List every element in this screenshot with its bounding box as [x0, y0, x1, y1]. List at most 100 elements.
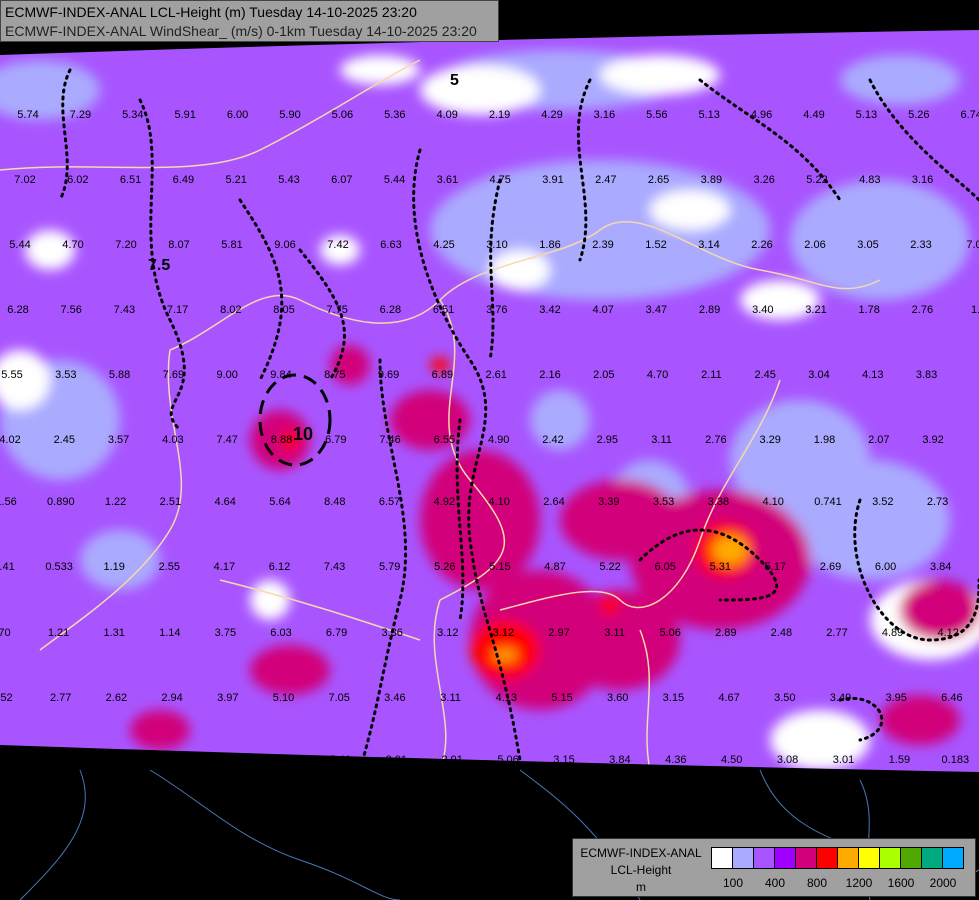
- grid-value: 1.86: [539, 239, 561, 251]
- grid-value: 5.43: [278, 174, 300, 186]
- grid-value: 5.13: [698, 109, 720, 121]
- grid-value: 2.76: [911, 304, 934, 316]
- grid-value: 4.07: [592, 304, 614, 316]
- grid-value: 3.40: [752, 304, 774, 316]
- river: [19, 769, 86, 900]
- grid-value: 7.02: [14, 174, 36, 186]
- grid-value: 7.75: [326, 304, 348, 316]
- grid-value: 0.533: [45, 561, 73, 573]
- grid-value: 5.44: [9, 239, 31, 251]
- grid-value: 4.67: [718, 692, 740, 704]
- windshear-contour: [853, 498, 979, 642]
- grid-value: 2.45: [754, 369, 776, 381]
- field-region: [340, 55, 420, 85]
- grid-value: 3.95: [885, 692, 907, 704]
- grid-value: 6.49: [172, 174, 195, 186]
- grid-value: 5.31: [709, 561, 732, 573]
- grid-value: 3.11: [440, 692, 461, 704]
- grid-value: 5.15: [551, 692, 573, 704]
- grid-value: 3.16: [911, 174, 934, 186]
- country-border: [0, 59, 421, 171]
- grid-value: 3.12: [437, 627, 459, 639]
- grid-value: 3.39: [598, 496, 620, 508]
- grid-value: 9.84: [270, 369, 292, 381]
- grid-value: 3.91: [542, 174, 564, 186]
- grid-value: 2.65: [647, 174, 670, 186]
- legend-unit: m: [636, 880, 646, 894]
- grid-value: 7.29: [69, 109, 92, 121]
- grid-value: 3.46: [384, 692, 406, 704]
- grid-value: 5.88: [108, 369, 131, 381]
- grid-value: 2.69: [819, 561, 842, 573]
- grid-value: 5.26: [908, 109, 930, 121]
- windshear-contour: [455, 418, 465, 622]
- grid-value: 4.96: [750, 109, 773, 121]
- grid-value: 6.57: [378, 496, 401, 508]
- grid-value: 8.07: [168, 239, 190, 251]
- legend-swatch: [901, 848, 922, 868]
- grid-value: 3.92: [922, 434, 944, 446]
- grid-value: 3.26: [753, 174, 775, 186]
- windshear-contour: [238, 198, 284, 382]
- legend-tick: 1600: [887, 876, 915, 890]
- grid-value: 0.741: [814, 496, 842, 508]
- grid-value: 7.43: [323, 561, 346, 573]
- grid-value: 2.62: [105, 692, 128, 704]
- grid-value: 3.76: [486, 304, 508, 316]
- grid-value: 1.31: [103, 627, 125, 639]
- grid-value: 5.36: [384, 109, 406, 121]
- field-region: [0, 350, 50, 410]
- grid-value: 6.55: [433, 434, 456, 446]
- grid-value: 3.08: [776, 754, 799, 766]
- grid-value: 3.10: [486, 239, 508, 251]
- legend-swatch: [817, 848, 838, 868]
- legend-model: ECMWF-INDEX-ANAL: [580, 846, 702, 860]
- grid-value: 5.13: [855, 109, 878, 121]
- grid-value: 5.06: [497, 754, 519, 766]
- grid-value: 4.87: [544, 561, 566, 573]
- grid-value: 1.19: [103, 561, 125, 573]
- grid-value: 5.64: [269, 496, 291, 508]
- field-region: [250, 645, 330, 695]
- windshear-contour: [698, 78, 842, 202]
- grid-value: 6.74: [960, 109, 979, 121]
- grid-value: 2.89: [715, 627, 737, 639]
- grid-value: 3.42: [539, 304, 561, 316]
- grid-value: 6.05: [654, 561, 676, 573]
- field-region: [900, 580, 979, 640]
- grid-value: 4.64: [214, 496, 236, 508]
- grid-value: 4.90: [487, 434, 510, 446]
- grid-value: 7.42: [327, 239, 349, 251]
- grid-value: 4.40: [161, 754, 184, 766]
- grid-value: 2.48: [770, 627, 793, 639]
- header-title-windshear: ECMWF-INDEX-ANAL WindShear_ (m/s) 0-1km …: [5, 23, 477, 39]
- grid-value: 6.00: [874, 561, 897, 573]
- legend-swatch: [754, 848, 775, 868]
- windshear-contour: [576, 78, 592, 262]
- grid-value: 3.15: [662, 692, 685, 704]
- contour-label-10: 10: [293, 424, 313, 444]
- legend-swatch: [712, 848, 733, 868]
- grid-value: 6.12: [268, 561, 291, 573]
- grid-value: 4.13: [862, 369, 884, 381]
- grid-value: 4.29: [541, 109, 563, 121]
- grid-value: 9.69: [377, 369, 400, 381]
- grid-value: 3.60: [606, 692, 629, 704]
- grid-value: 5.06: [659, 627, 681, 639]
- grid-value: 4.10: [762, 496, 784, 508]
- grid-value: 3.11: [604, 627, 625, 639]
- grid-value: 1.56: [0, 496, 17, 508]
- grid-value: 4.13: [50, 754, 72, 766]
- grid-value: 2.64: [543, 496, 565, 508]
- grid-value: 6.28: [379, 304, 402, 316]
- grid-value: 4.10: [488, 496, 510, 508]
- field-region: [790, 460, 950, 580]
- grid-value: 2.45: [53, 434, 76, 446]
- grid-value: 5.34: [122, 109, 144, 121]
- grid-value: 4.36: [665, 754, 687, 766]
- grid-value: 2.51: [159, 496, 182, 508]
- legend-parameter: LCL-Height: [610, 863, 672, 877]
- grid-value: 3.14: [698, 239, 720, 251]
- grid-value: 5.21: [225, 174, 247, 186]
